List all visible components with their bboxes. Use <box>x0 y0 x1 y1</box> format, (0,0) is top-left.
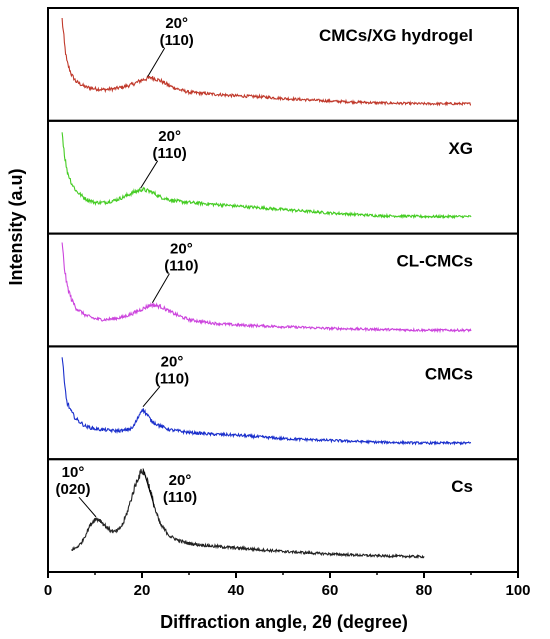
peak-plane-label: (110) <box>155 370 189 387</box>
series-label-4: Cs <box>451 477 473 496</box>
series-line-4 <box>71 468 425 560</box>
y-axis-label: Intensity (a.u) <box>6 168 26 285</box>
peak-plane-label: (110) <box>164 258 198 275</box>
peak-leader-line <box>78 496 97 518</box>
series-label-0: CMCs/XG hydrogel <box>319 26 473 45</box>
x-tick-label: 0 <box>44 582 52 599</box>
x-tick-label: 20 <box>134 582 151 599</box>
peak-angle-label: 20° <box>169 472 192 489</box>
peak-angle-label: 20° <box>161 353 184 370</box>
x-tick-label: 100 <box>505 582 530 599</box>
x-tick-label: 40 <box>228 582 245 599</box>
series-line-3 <box>61 357 472 446</box>
series-line-1 <box>61 132 472 220</box>
peak-plane-label: (110) <box>153 145 187 162</box>
series-label-3: CMCs <box>425 364 473 383</box>
peak-leader-line <box>142 386 161 408</box>
peak-leader-line <box>151 273 170 303</box>
peak-angle-label: 20° <box>165 15 188 32</box>
series-line-2 <box>61 242 472 334</box>
peak-leader-line <box>147 47 166 77</box>
x-axis-label: Diffraction angle, 2θ (degree) <box>160 612 408 632</box>
x-axis: 0 20 40 60 80 100 <box>44 572 531 599</box>
peak-angle-label: 20° <box>158 128 181 145</box>
peak-angle-label: 10° <box>62 464 85 481</box>
peak-leader-line <box>142 468 155 506</box>
peak-leader-line <box>140 160 159 189</box>
panel-4: Cs 10°(020) 20°(110) <box>47 458 519 574</box>
panel-1: XG 20°(110) <box>47 119 519 235</box>
x-tick-label: 60 <box>322 582 339 599</box>
series-line-0 <box>61 17 471 107</box>
x-tick-label: 80 <box>416 582 433 599</box>
peak-plane-label: (020) <box>55 481 90 498</box>
panel-0: CMCs/XG hydrogel 20°(110) <box>47 7 519 122</box>
panel-3: CMCs 20°(110) <box>47 345 519 461</box>
panels-group: CMCs/XG hydrogel20°(110)XG20°(110)CL-CMC… <box>47 7 519 574</box>
peak-angle-label: 20° <box>170 241 193 258</box>
panel-frame <box>47 458 519 574</box>
series-label-1: XG <box>448 139 473 158</box>
peak-plane-label: (110) <box>160 32 194 49</box>
series-label-2: CL-CMCs <box>397 252 474 271</box>
peak-plane-label: (110) <box>163 489 197 506</box>
panel-2: CL-CMCs 20°(110) <box>47 232 519 348</box>
